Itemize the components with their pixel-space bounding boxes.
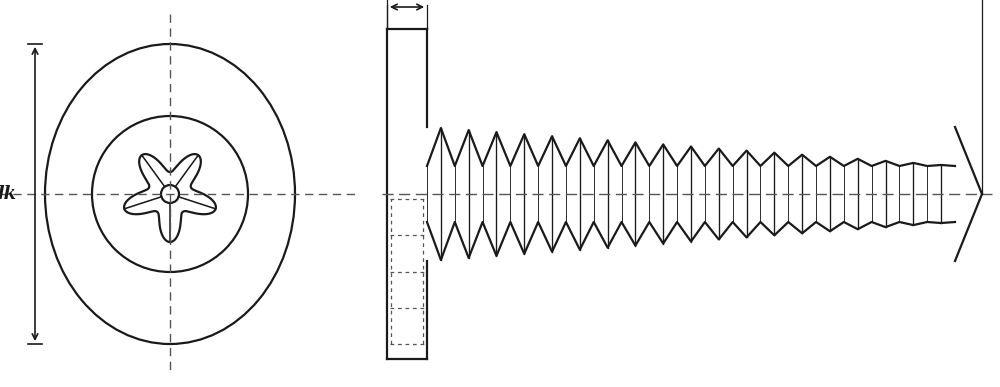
Text: dk: dk xyxy=(0,185,17,203)
